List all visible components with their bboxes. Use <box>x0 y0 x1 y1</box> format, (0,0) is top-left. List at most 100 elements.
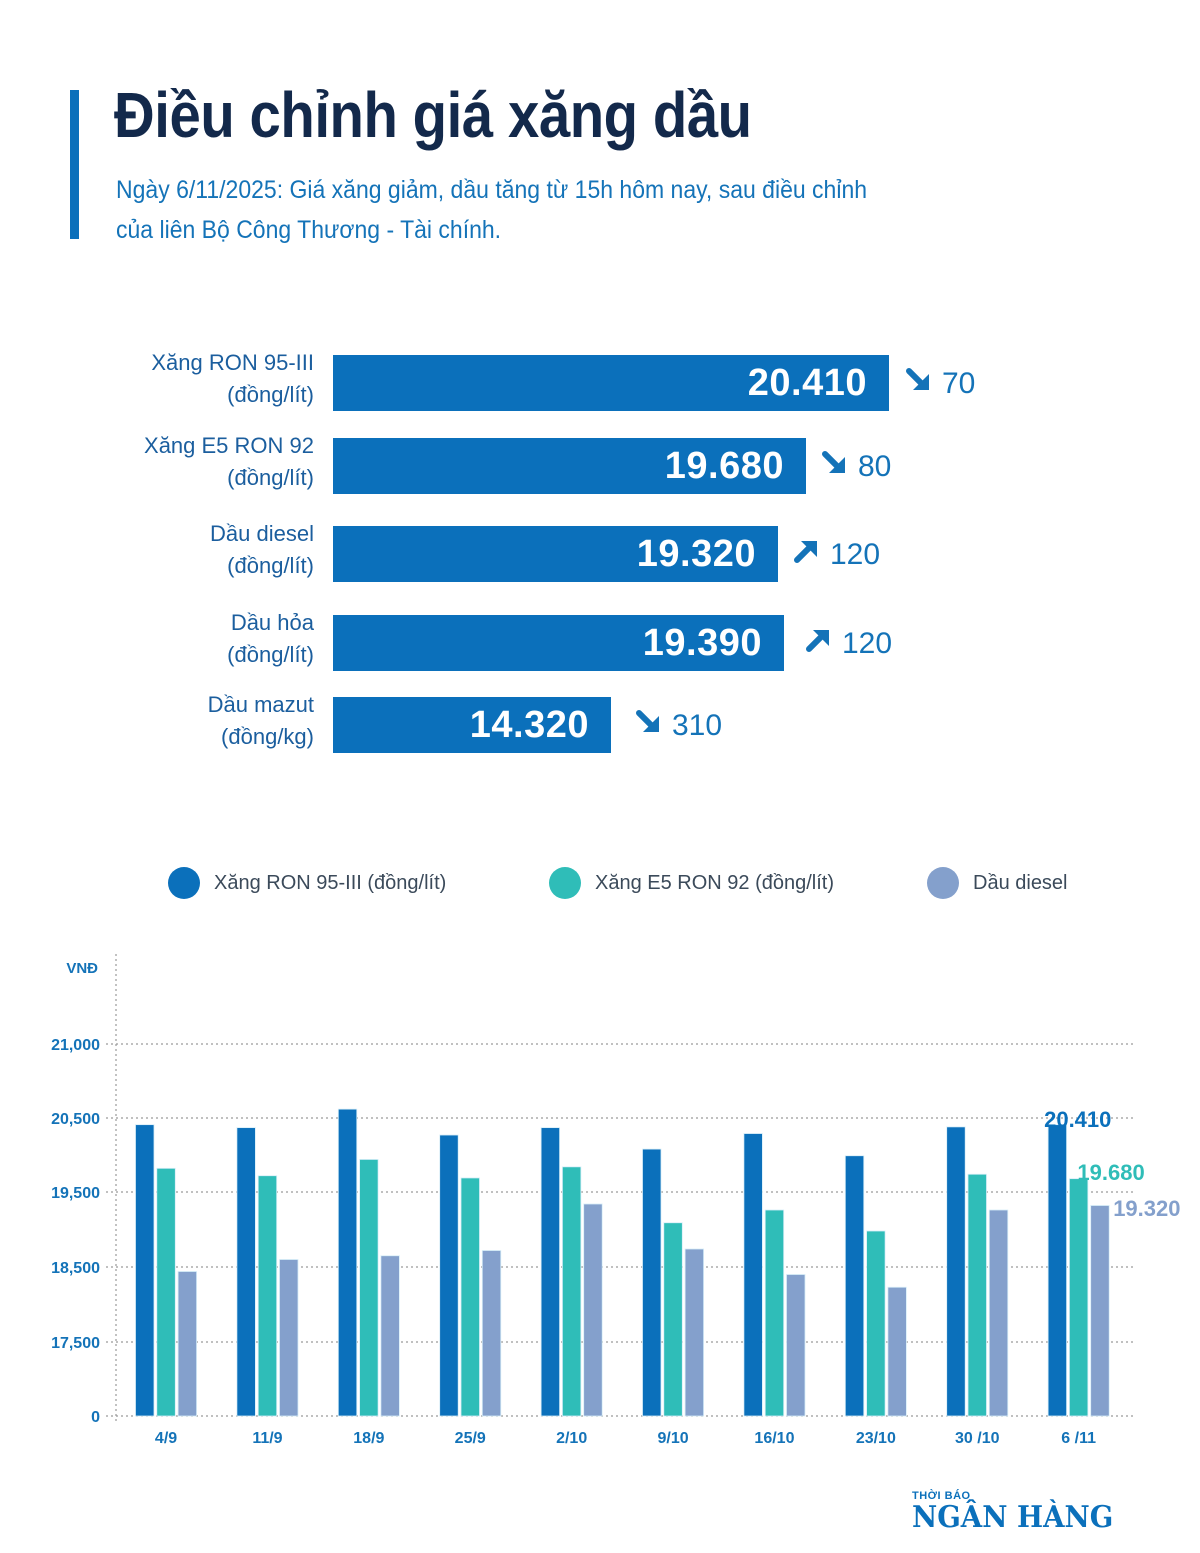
change-amount: 120 <box>842 627 893 660</box>
arrow-down-right-icon <box>632 705 672 747</box>
legend-item-e5: Xăng E5 RON 92 (đồng/lít) <box>549 867 834 899</box>
publisher-logo: THỜI BÁO NGÂN HÀNG <box>912 1490 1131 1534</box>
price-value: 14.320 <box>469 704 589 746</box>
price-change: 70 <box>902 363 975 405</box>
bar-ron95 <box>236 1127 256 1417</box>
fuel-unit: (đồng/lít) <box>227 382 314 407</box>
bar-diesel <box>279 1259 299 1417</box>
arrow-down-right-icon <box>902 363 942 405</box>
bar-diesel <box>887 1286 907 1417</box>
x-tick-label: 4/9 <box>155 1430 177 1447</box>
x-tick-label: 2/10 <box>556 1430 587 1447</box>
fuel-unit: (đồng/lít) <box>227 465 314 490</box>
price-row-ron95: Xăng RON 95-III (đồng/lít) 20.410 70 <box>0 350 1200 411</box>
arrow-down-right-icon <box>818 446 858 488</box>
fuel-unit: (đồng/lít) <box>227 642 314 667</box>
x-tick-label: 30 /10 <box>955 1430 1000 1447</box>
price-change: 310 <box>632 705 722 747</box>
bar-ron95 <box>337 1108 358 1417</box>
bar-e5 <box>663 1222 683 1417</box>
fuel-unit: (đồng/lít) <box>227 553 314 578</box>
price-change: 120 <box>802 623 892 665</box>
price-bar: 14.320 <box>333 697 611 753</box>
change-amount: 80 <box>858 450 892 483</box>
bar-e5 <box>156 1167 176 1417</box>
price-value: 20.410 <box>747 362 867 404</box>
price-label: Xăng RON 95-III (đồng/lít) <box>151 347 314 411</box>
bar-ron95 <box>844 1155 865 1417</box>
fuel-name: Dầu mazut <box>207 692 314 717</box>
subtitle-line-2: của liên Bộ Công Thương - Tài chính. <box>116 216 502 244</box>
price-change: 80 <box>818 446 891 488</box>
fuel-name: Xăng RON 95-III <box>151 350 314 375</box>
bar-ron95 <box>946 1126 966 1417</box>
bar-ron95 <box>1047 1124 1067 1417</box>
y-tick-label: 18,500 <box>51 1260 100 1277</box>
price-label: Dầu hỏa (đồng/lít) <box>227 607 314 671</box>
bar-e5 <box>1069 1178 1089 1417</box>
bar-diesel <box>583 1203 603 1417</box>
price-history-chart: VNĐ 0 17,500 18,500 19,500 20,500 21,000 4/9 11/… <box>51 954 1180 1447</box>
fuel-name: Dầu hỏa <box>230 610 314 635</box>
arrow-up-right-icon <box>790 534 830 576</box>
page-subtitle: Ngày 6/11/2025: Giá xăng giảm, dầu tăng … <box>116 170 1018 250</box>
bar-e5 <box>764 1209 785 1417</box>
bar-diesel <box>380 1255 400 1417</box>
bar-ron95 <box>743 1133 763 1417</box>
x-tick-label: 18/9 <box>353 1430 384 1447</box>
price-row-diesel: Dầu diesel (đồng/lít) 19.320 120 <box>0 521 1200 582</box>
bar-e5 <box>562 1166 582 1417</box>
price-label: Xăng E5 RON 92 (đồng/lít) <box>144 430 314 494</box>
page-title: Điều chỉnh giá xăng dầu <box>114 79 752 151</box>
legend-label: Xăng RON 95-III (đồng/lít) <box>214 871 447 894</box>
fuel-name: Dầu diesel <box>210 521 314 546</box>
change-amount: 70 <box>942 367 976 400</box>
y-tick-label: 20,500 <box>51 1111 100 1128</box>
legend-label: Dầu diesel <box>973 871 1068 894</box>
fuel-unit: (đồng/kg) <box>221 724 314 749</box>
y-tick-label: 17,500 <box>51 1335 100 1352</box>
bar-e5 <box>257 1175 278 1417</box>
bar-ron95 <box>642 1148 662 1417</box>
x-tick-label: 9/10 <box>657 1430 688 1447</box>
bar-ron95 <box>135 1124 155 1417</box>
logo-small-text: THỜI BÁO <box>912 1490 971 1502</box>
legend-item-ron95: Xăng RON 95-III (đồng/lít) <box>168 867 446 899</box>
change-amount: 310 <box>672 709 723 742</box>
price-label: Dầu diesel (đồng/lít) <box>210 518 314 582</box>
x-tick-label: 6 /11 <box>1061 1430 1096 1447</box>
change-amount: 120 <box>830 538 881 571</box>
price-row-mazut: Dầu mazut (đồng/kg) 14.320 310 <box>0 692 1200 753</box>
x-tick-label: 25/9 <box>455 1430 486 1447</box>
price-value: 19.320 <box>636 533 756 575</box>
legend-label: Xăng E5 RON 92 (đồng/lít) <box>595 871 835 894</box>
price-bar: 19.390 <box>333 615 784 671</box>
bar-e5 <box>460 1177 480 1417</box>
price-row-e5: Xăng E5 RON 92 (đồng/lít) 19.680 80 <box>0 433 1200 494</box>
bar-ron95 <box>439 1134 459 1417</box>
price-label: Dầu mazut (đồng/kg) <box>208 689 314 753</box>
y-tick-label: 19,500 <box>51 1185 100 1202</box>
price-bar: 19.680 <box>333 438 806 494</box>
fuel-name: Xăng E5 RON 92 <box>144 433 314 458</box>
x-tick-label: 11/9 <box>252 1430 282 1447</box>
arrow-up-right-icon <box>802 623 842 665</box>
y-tick-label: 21,000 <box>51 1037 100 1054</box>
bar-diesel <box>1090 1205 1110 1417</box>
data-label: 19.320 <box>1113 1196 1180 1221</box>
legend-swatch <box>168 867 200 899</box>
legend-item-diesel: Dầu diesel <box>927 867 1068 899</box>
bar-diesel <box>786 1274 806 1417</box>
x-tick-label: 23/10 <box>856 1430 896 1447</box>
title-accent-bar <box>70 90 79 239</box>
x-tick-label: 16/10 <box>754 1430 794 1447</box>
bar-diesel <box>684 1248 704 1417</box>
price-bar: 20.410 <box>333 355 889 411</box>
bar-e5 <box>967 1173 987 1417</box>
legend-swatch <box>927 867 959 899</box>
price-bar: 19.320 <box>333 526 778 582</box>
data-label: 20.410 <box>1044 1107 1111 1132</box>
price-change: 120 <box>790 534 880 576</box>
bar-diesel <box>177 1271 198 1417</box>
y-axis-unit-label: VNĐ <box>66 960 98 977</box>
